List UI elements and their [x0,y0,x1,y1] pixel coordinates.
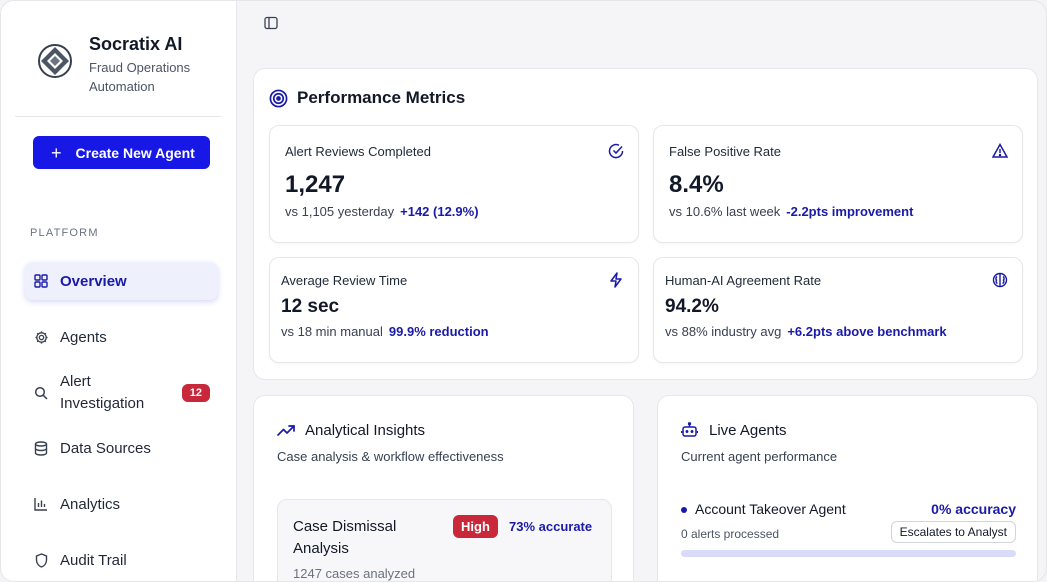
metric-card-average-review-time: Average Review Time 12 sec vs 18 min man… [269,257,639,363]
sidebar-item-agents[interactable]: Agents [25,318,218,356]
create-new-agent-button[interactable]: + Create New Agent [33,136,210,169]
trending-up-icon [277,420,297,440]
sidebar-item-alert-investigation[interactable]: Alert Investigation 12 [25,370,218,416]
live-agents-subtitle: Current agent performance [681,449,838,464]
metric-value: 12 sec [281,296,340,317]
agent-status-dot [681,507,687,513]
sidebar-item-analytics[interactable]: Analytics [25,485,218,523]
agent-progress-bar [681,550,1016,557]
sidebar-item-data-sources[interactable]: Data Sources [25,429,218,467]
metric-comparison: vs 10.6% last week -2.2pts improvement [669,204,913,219]
sidebar-item-audit-trail[interactable]: Audit Trail [25,541,218,579]
metric-card-agreement-rate: Human-AI Agreement Rate 94.2% vs 88% ind… [653,257,1023,363]
sidebar-divider [15,116,221,117]
metric-comparison-text: vs 1,105 yesterday [285,204,395,219]
metric-delta: -2.2pts improvement [786,204,914,219]
metric-comparison: vs 88% industry avg +6.2pts above benchma… [665,324,947,339]
metric-label: False Positive Rate [669,144,781,159]
case-meta: 1247 cases analyzed [293,566,416,581]
plus-icon: + [51,142,62,163]
sidebar-item-label: Audit Trail [60,551,127,569]
analytical-insights-title: Analytical Insights [277,420,425,440]
warning-icon [992,143,1008,158]
brand-logo-icon [38,44,72,78]
metric-comparison-text: vs 88% industry avg [665,324,782,339]
agent-name: Account Takeover Agent [695,501,846,517]
metric-delta: +6.2pts above benchmark [787,324,947,339]
analytical-insights-panel: Analytical Insights Case analysis & work… [253,395,634,581]
shield-icon [33,552,49,568]
metric-label: Human-AI Agreement Rate [665,273,822,288]
sidebar-item-label: Analytics [60,495,121,513]
performance-metrics-title-text: Performance Metrics [297,88,466,107]
check-circle-icon [608,143,624,159]
live-agents-title: Live Agents [681,420,787,440]
metric-label: Average Review Time [281,273,408,288]
metric-comparison-text: vs 18 min manual [281,324,383,339]
analytical-insights-title-text: Analytical Insights [305,421,426,439]
metric-card-false-positive: False Positive Rate 8.4% vs 10.6% last w… [653,125,1023,243]
metric-comparison: vs 18 min manual 99.9% reduction [281,324,489,339]
robot-icon [681,420,701,440]
case-accuracy: 73% accurate [509,519,593,534]
metric-value: 1,247 [285,171,346,198]
sidebar-item-label: Agents [60,328,107,346]
metric-delta: +142 (12.9%) [400,204,479,219]
sidebar-section-label: PLATFORM [30,227,99,239]
sidebar-item-label: Alert Investigation [60,373,145,412]
gear-icon [33,329,49,345]
metric-comparison: vs 1,105 yesterday +142 (12.9%) [285,204,479,219]
create-new-agent-label: Create New Agent [75,144,195,161]
agent-meta: 0 alerts processed [681,527,780,541]
performance-metrics-title: Performance Metrics [269,88,465,108]
database-icon [33,440,49,456]
sidebar-item-label: Data Sources [60,439,151,457]
metric-value: 8.4% [669,171,724,198]
performance-metrics-panel: Performance Metrics Alert Reviews Comple… [253,68,1038,380]
brain-icon [992,272,1008,288]
target-icon [269,88,289,108]
lightning-icon [610,272,622,288]
alert-count-badge: 12 [181,384,210,402]
brand-subtitle: Fraud Operations Automation [89,60,191,94]
brand-title: Socratix AI [89,34,183,54]
sidebar-item-overview[interactable]: Overview [25,262,218,300]
search-icon [33,385,49,401]
sidebar: Socratix AI Fraud Operations Automation … [1,1,237,581]
case-dismissal-card[interactable]: Case Dismissal Analysis High 73% accurat… [277,499,612,581]
escalate-button[interactable]: Escalates to Analyst [890,521,1016,543]
sidebar-toggle-icon[interactable] [264,16,278,30]
live-agents-panel: Live Agents Current agent performance Ac… [657,395,1038,581]
analytical-insights-subtitle: Case analysis & workflow effectiveness [277,449,504,464]
grid-icon [33,273,49,289]
agent-accuracy: 0% accuracy [931,501,1016,517]
metric-comparison-text: vs 10.6% last week [669,204,781,219]
live-agents-title-text: Live Agents [709,421,787,439]
metric-label: Alert Reviews Completed [285,144,431,159]
metric-delta: 99.9% reduction [388,324,489,339]
metric-card-alert-reviews: Alert Reviews Completed 1,247 vs 1,105 y… [269,125,639,243]
sidebar-item-label: Overview [60,272,127,290]
priority-badge: High [453,515,498,538]
case-title: Case Dismissal Analysis [293,518,397,557]
bar-chart-icon [33,496,49,512]
metric-value: 94.2% [665,296,719,317]
